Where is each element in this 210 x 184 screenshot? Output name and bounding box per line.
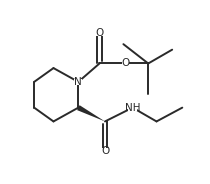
- Text: N: N: [74, 77, 82, 87]
- Text: O: O: [95, 28, 104, 38]
- Text: O: O: [121, 59, 129, 68]
- FancyBboxPatch shape: [96, 30, 103, 36]
- FancyBboxPatch shape: [74, 79, 82, 85]
- Text: O: O: [101, 146, 109, 156]
- Polygon shape: [77, 105, 105, 121]
- FancyBboxPatch shape: [101, 148, 109, 154]
- FancyBboxPatch shape: [128, 105, 137, 111]
- FancyBboxPatch shape: [122, 61, 129, 66]
- Text: NH: NH: [125, 103, 140, 113]
